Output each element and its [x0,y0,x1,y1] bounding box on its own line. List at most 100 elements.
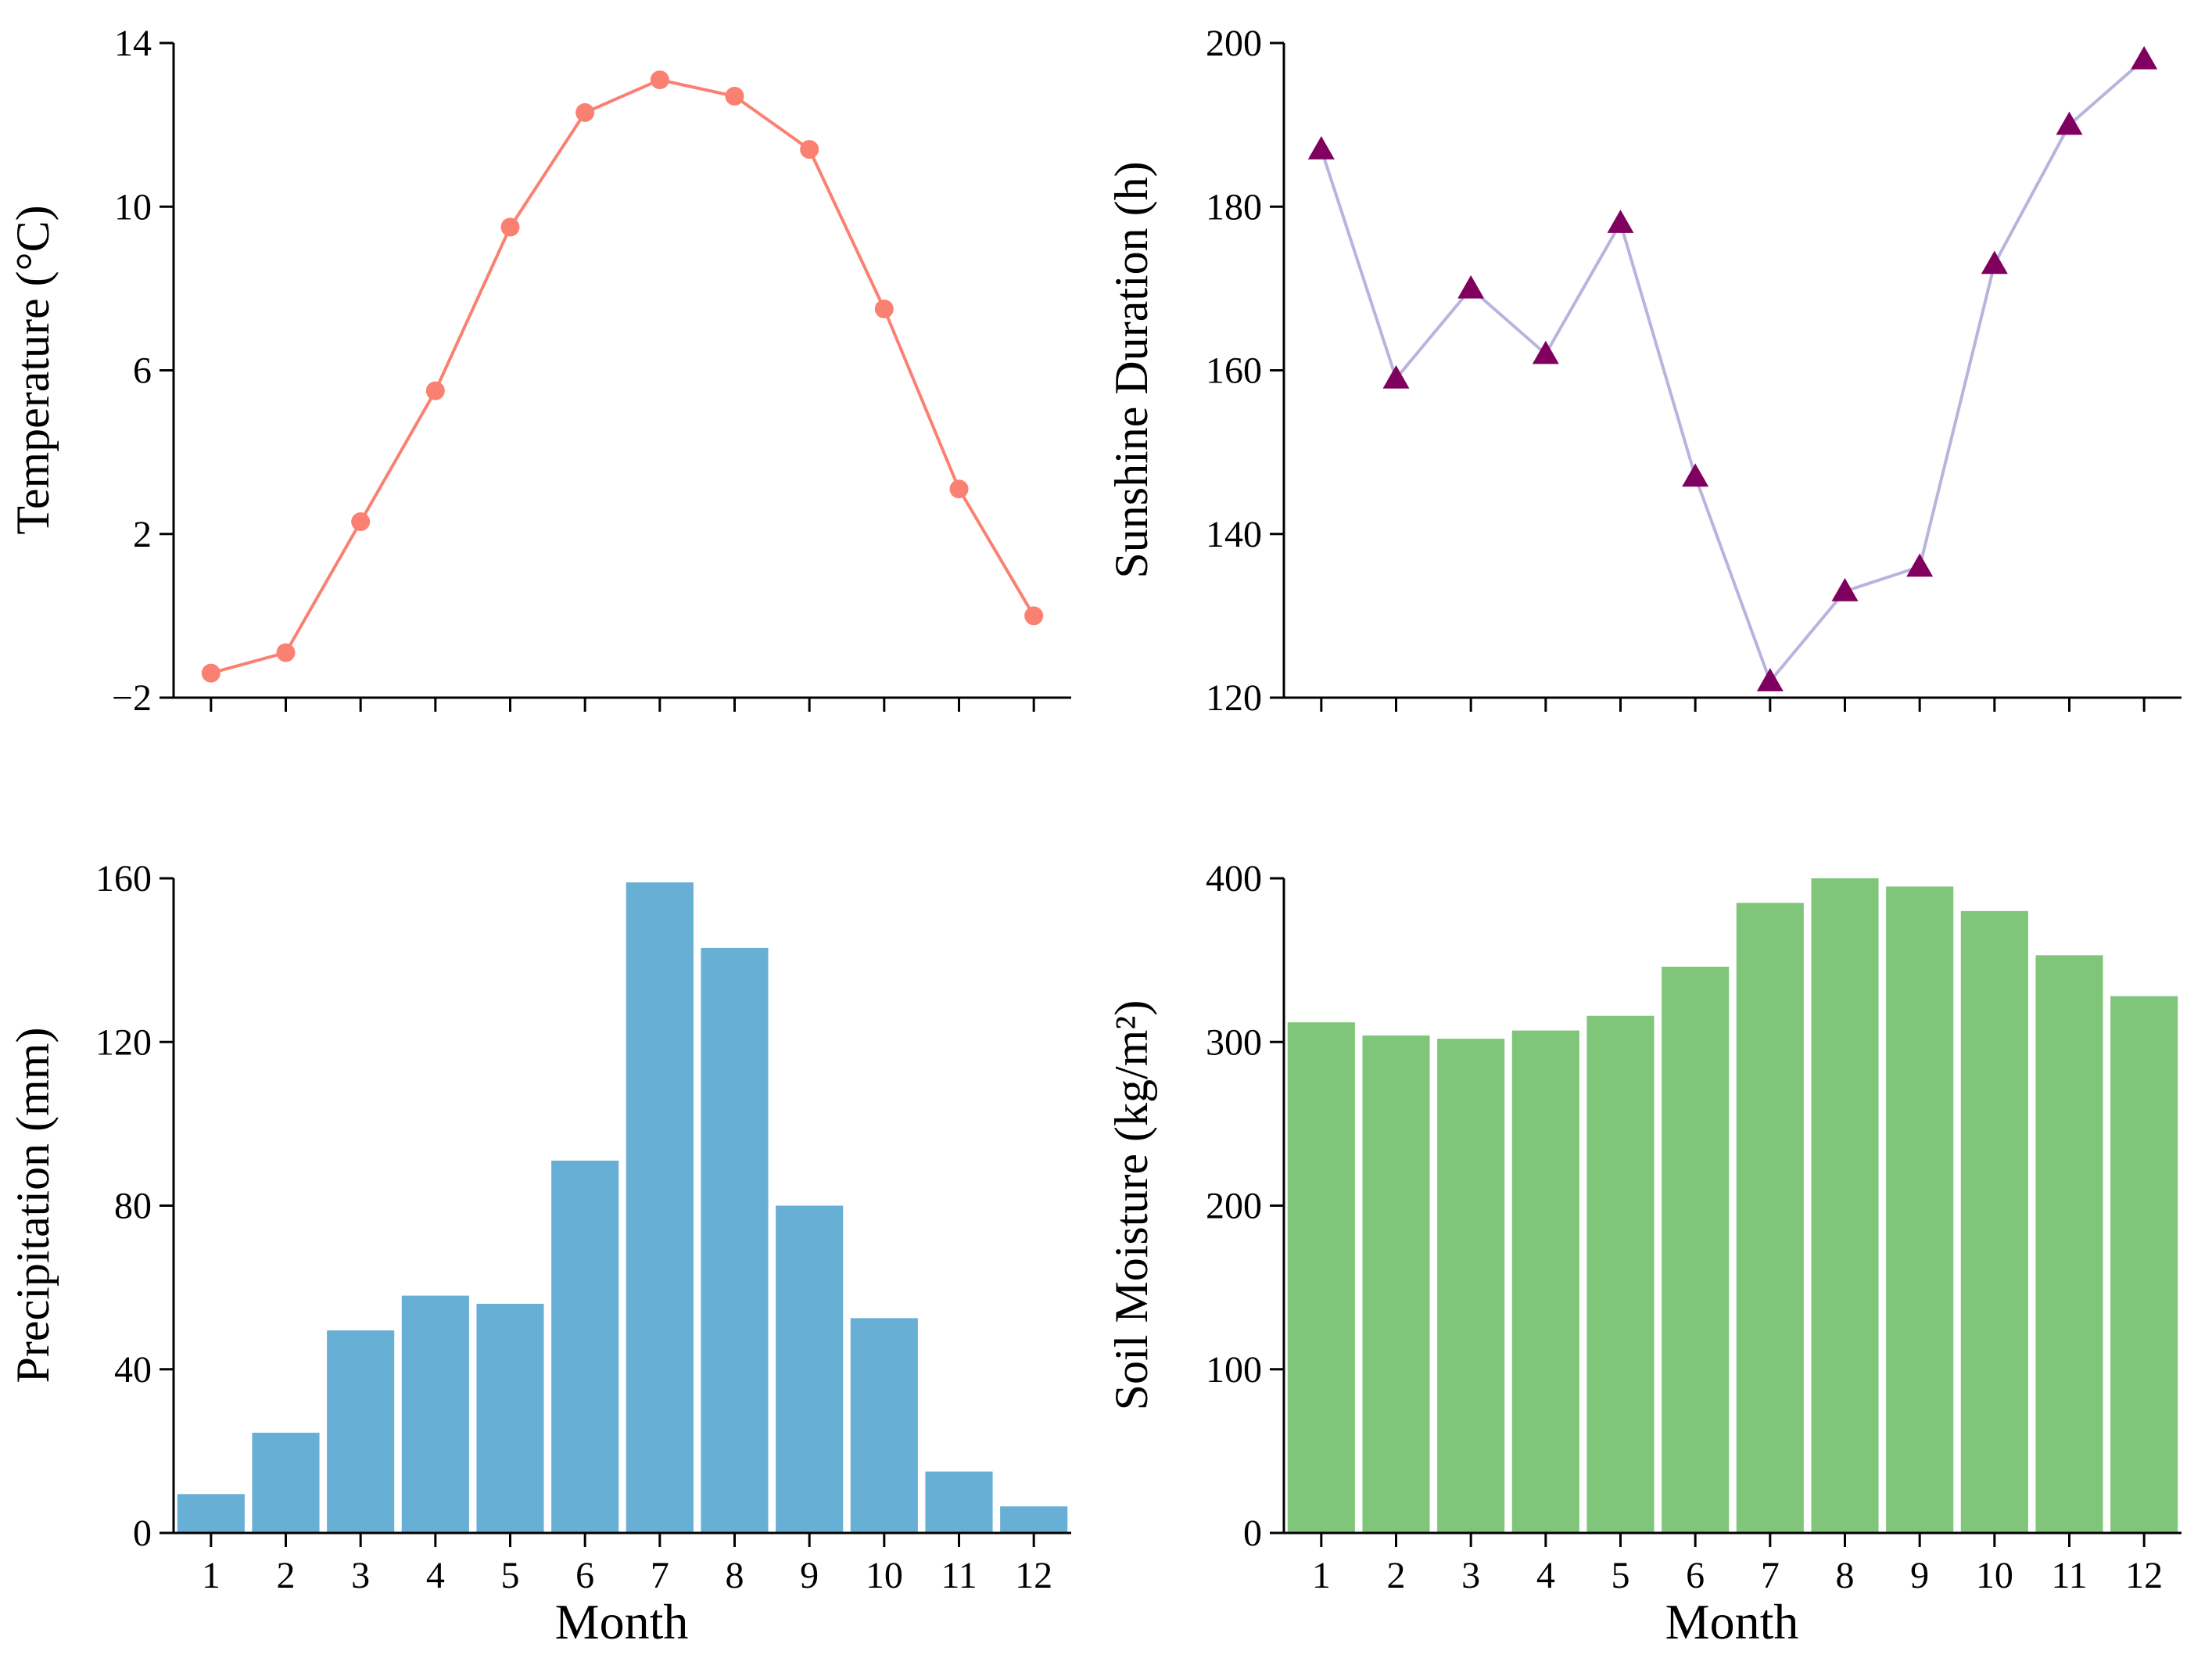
soil-moisture-x-tick-label: 5 [1611,1555,1630,1596]
sunshine-y-tick-label: 140 [1206,514,1262,555]
soil-moisture-bar [1362,1035,1430,1533]
precipitation-bar [776,1205,844,1533]
precipitation-x-tick-label: 1 [202,1555,220,1596]
sunshine-point [1682,463,1709,487]
soil-moisture-y-axis-title: Soil Moisture (kg/m²) [1106,1000,1157,1411]
precipitation-x-tick-label: 12 [1015,1555,1052,1596]
sunshine-point [1756,668,1784,691]
soil-moisture-y-tick-label: 400 [1206,858,1262,899]
precipitation-y-tick-label: 160 [95,858,152,899]
precipitation-x-tick-label: 10 [866,1555,903,1596]
precipitation-x-axis-title: Month [555,1594,689,1649]
temperature-point [575,102,595,122]
precipitation-x-tick-label: 11 [941,1555,977,1596]
temperature-series-line [210,77,1035,675]
sunshine-y-tick-label: 180 [1206,186,1262,228]
sunshine-y-tick-label: 160 [1206,350,1262,392]
sunshine-point [1906,553,1934,577]
sunshine-point [1831,577,1859,601]
precipitation-bar [327,1330,395,1533]
soil-moisture-bar [1736,903,1804,1533]
precipitation-bar [925,1471,993,1533]
temperature-y-tick-label: 2 [133,514,152,555]
soil-moisture-bar [1287,1022,1355,1533]
temperature-point [201,663,220,683]
soil-moisture-x-tick-label: 6 [1686,1555,1705,1596]
soil-moisture-bar [1886,886,1954,1533]
temperature-point [276,643,296,662]
sunshine-point [1981,250,2008,275]
precipitation-bar [177,1494,245,1533]
temperature-y-axis-title: Temperature (°C) [7,205,59,534]
soil-moisture-bar [1586,1015,1655,1533]
soil-moisture-y-tick-label: 200 [1206,1186,1262,1227]
sunshine-y-axis-title: Sunshine Duration (h) [1106,161,1157,578]
soil-moisture-x-tick-label: 9 [1910,1555,1929,1596]
sunshine-point [2131,45,2158,70]
soil-moisture-y-tick-label: 300 [1206,1021,1262,1063]
precipitation-x-tick-label: 3 [351,1555,370,1596]
soil-moisture-x-tick-label: 12 [2125,1555,2163,1596]
sunshine-point [1532,340,1559,364]
soil-moisture-bar [1960,910,2028,1533]
precipitation-x-tick-label: 6 [575,1555,594,1596]
precipitation-bar [476,1304,544,1533]
soil-moisture-x-tick-label: 1 [1312,1555,1331,1596]
temperature-point [949,479,969,499]
precipitation-bar [701,947,769,1533]
temperature-point [874,300,894,319]
precipitation-bar [1000,1506,1068,1533]
temperature-point [1024,606,1044,626]
soil-moisture-x-tick-label: 4 [1536,1555,1555,1596]
temperature-y-tick-label: −2 [112,677,152,719]
sunshine-chart: Sunshine Duration (h) 120 140 160 180 200 [1106,23,2182,719]
temperature-point [500,217,520,237]
temperature-point [800,140,819,160]
soil-moisture-bar [1811,878,1879,1533]
temperature-point [725,87,744,106]
soil-moisture-x-tick-label: 11 [2051,1555,2087,1596]
precipitation-x-tick-label: 8 [726,1555,744,1596]
soil-moisture-x-tick-label: 2 [1387,1555,1406,1596]
precipitation-y-axis-title: Precipitation (mm) [7,1028,59,1384]
soil-moisture-x-axis-title: Month [1665,1594,1799,1649]
soil-moisture-chart: Soil Moisture (kg/m²) Month 0 100 200 300 40… [1106,858,2182,1649]
temperature-point [351,512,371,532]
soil-moisture-x-tick-label: 7 [1761,1555,1780,1596]
soil-moisture-x-tick-label: 3 [1461,1555,1480,1596]
precipitation-x-tick-label: 2 [277,1555,296,1596]
soil-moisture-y-tick-label: 100 [1206,1349,1262,1391]
soil-moisture-bar [2110,996,2178,1533]
precipitation-y-tick-label: 80 [114,1186,152,1227]
soil-moisture-x-tick-label: 8 [1836,1555,1855,1596]
temperature-y-tick-label: 10 [114,186,152,228]
soil-moisture-x-tick-label: 10 [1976,1555,2013,1596]
soil-moisture-bar [1662,967,1730,1533]
temperature-chart: Temperature (°C) −2 2 6 10 14 [7,23,1071,719]
precipitation-bar [551,1160,619,1533]
sunshine-y-tick-label: 120 [1206,677,1262,719]
precipitation-bar [850,1318,918,1533]
soil-moisture-bar [1437,1039,1505,1533]
sunshine-series-line [1319,58,2146,685]
sunshine-point [1607,210,1634,233]
precipitation-bar [626,882,694,1533]
sunshine-point [1457,275,1485,299]
soil-moisture-bar [1511,1030,1579,1533]
precipitation-y-tick-label: 40 [114,1349,152,1391]
temperature-point [425,381,445,400]
temperature-y-tick-label: 6 [133,350,152,392]
precipitation-x-tick-label: 9 [800,1555,819,1596]
soil-moisture-bar [2035,955,2103,1533]
precipitation-x-tick-label: 7 [651,1555,669,1596]
precipitation-bar [401,1295,469,1533]
temperature-y-tick-label: 14 [114,23,152,64]
precipitation-x-tick-label: 5 [501,1555,520,1596]
sunshine-y-tick-label: 200 [1206,23,1262,64]
sunshine-point [2056,111,2083,135]
precipitation-y-tick-label: 0 [133,1513,152,1554]
sunshine-point [1382,364,1410,389]
soil-moisture-y-tick-label: 0 [1243,1513,1262,1554]
